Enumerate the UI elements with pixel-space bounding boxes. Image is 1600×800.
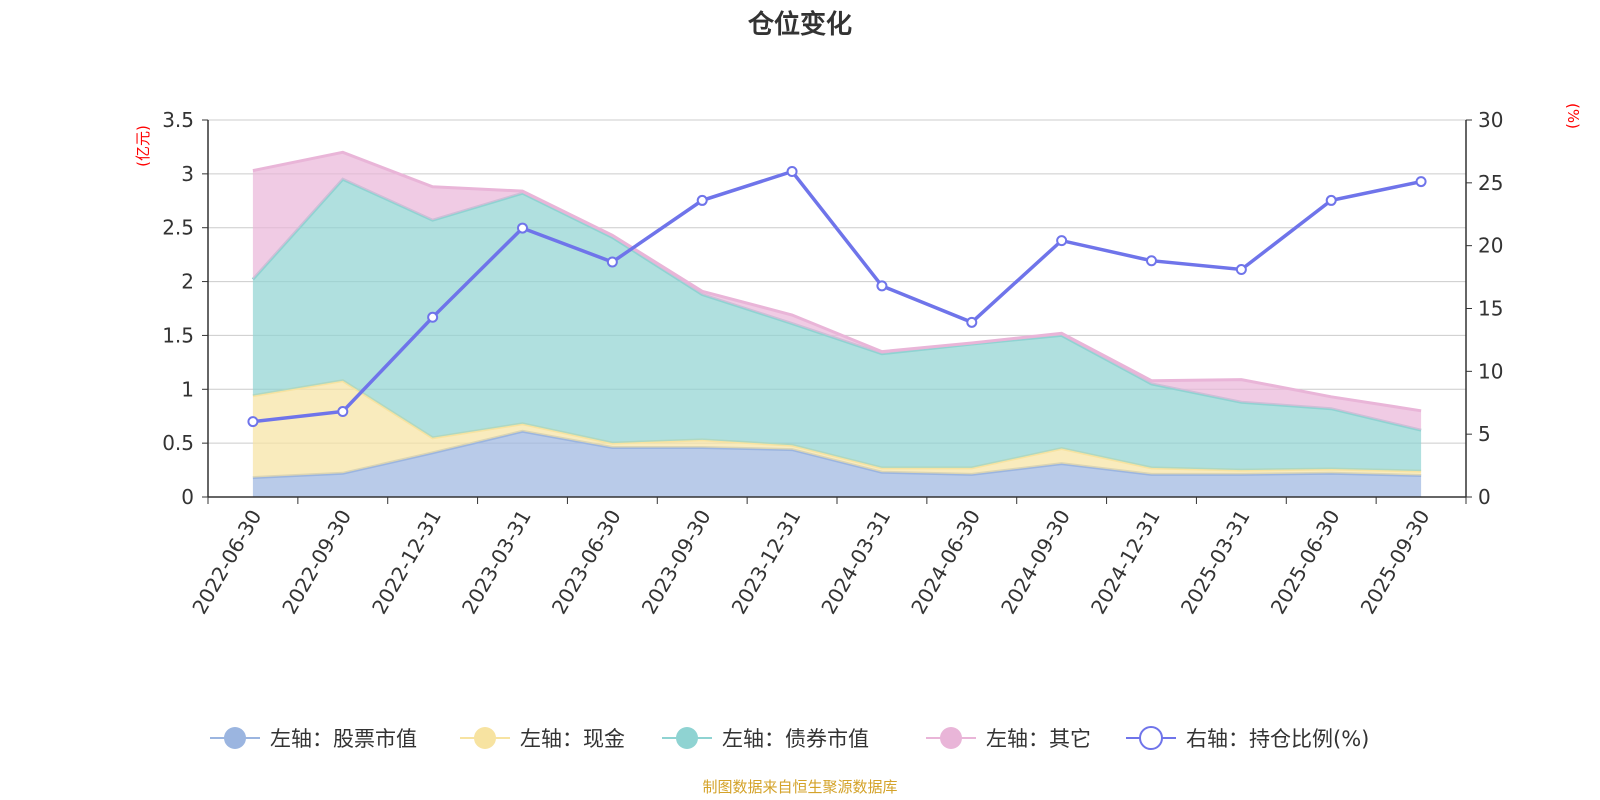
holding-ratio-line — [247, 166, 1427, 428]
right-tick-label: 5 — [1478, 422, 1491, 446]
x-tick-label: 2022-09-30 — [277, 506, 356, 619]
legend-item: 左轴：现金 — [460, 727, 625, 751]
right-tick-label: 10 — [1478, 359, 1503, 383]
right-tick-label: 15 — [1478, 297, 1503, 321]
legend-marker — [1139, 726, 1163, 750]
ratio-point — [1235, 264, 1247, 276]
legend-marker — [676, 727, 698, 749]
left-tick-label: 2.5 — [162, 216, 194, 240]
legend-marker — [940, 727, 962, 749]
ratio-point — [876, 280, 888, 292]
right-tick-label: 30 — [1478, 108, 1503, 132]
area-fill — [252, 431, 1422, 497]
x-tick-label: 2023-09-30 — [637, 506, 716, 619]
left-tick-label: 0.5 — [162, 431, 194, 455]
x-tick-label: 2023-03-31 — [457, 506, 536, 619]
ratio-point — [427, 311, 439, 323]
x-tick-label: 2024-12-31 — [1086, 506, 1165, 619]
legend-item: 右轴：持仓比例(%) — [1126, 726, 1369, 751]
ratio-line-path — [252, 169, 1422, 424]
legend-item: 左轴：债券市值 — [662, 727, 869, 751]
legend-label: 左轴：股票市值 — [270, 727, 417, 751]
right-tick-label: 25 — [1478, 171, 1503, 195]
left-tick-label: 1 — [181, 377, 194, 401]
ratio-point — [1056, 235, 1068, 247]
x-tick-label: 2022-06-30 — [187, 506, 266, 619]
x-tick-label: 2024-09-30 — [996, 506, 1075, 619]
right-tick-label: 20 — [1478, 234, 1503, 258]
ratio-point — [1146, 255, 1157, 267]
source-note: 制图数据来自恒生聚源数据库 — [702, 778, 897, 796]
x-tick-label: 2024-03-31 — [816, 506, 895, 619]
legend-label: 右轴：持仓比例(%) — [1186, 727, 1369, 751]
chart-title: 仓位变化 — [747, 9, 852, 40]
stacked-areas — [251, 150, 1422, 497]
x-tick-label: 2023-06-30 — [547, 506, 626, 619]
left-tick-label: 3 — [181, 162, 194, 186]
legend-label: 左轴：其它 — [986, 727, 1091, 751]
left-tick-label: 3.5 — [162, 108, 194, 132]
x-tick-label: 2025-03-31 — [1176, 506, 1255, 619]
legend: 左轴：股票市值 左轴：现金 左轴：债券市值 左轴：其它 右轴：持仓比例(%) — [210, 726, 1369, 751]
ratio-point — [517, 222, 528, 234]
left-tick-label: 1.5 — [162, 323, 194, 347]
area-edge-line — [252, 379, 1422, 473]
ratio-point — [1415, 176, 1427, 188]
area-edge-line — [252, 150, 1422, 413]
x-tick-label: 2025-09-30 — [1355, 506, 1434, 619]
legend-label: 左轴：债券市值 — [722, 727, 869, 751]
right-tick-label: 0 — [1478, 485, 1491, 509]
ratio-point — [1325, 194, 1337, 206]
x-tick-label: 2022-12-31 — [367, 506, 446, 619]
left-tick-label: 2 — [181, 270, 194, 294]
legend-label: 左轴：现金 — [520, 727, 625, 751]
area-fill — [252, 380, 1422, 478]
legend-item: 左轴：股票市值 — [210, 727, 417, 751]
ratio-point — [606, 256, 618, 268]
legend-item: 左轴：其它 — [926, 727, 1091, 751]
area-fill — [252, 152, 1422, 431]
ratio-point — [337, 406, 349, 418]
x-tick-label: 2024-06-30 — [906, 506, 985, 619]
legend-marker — [224, 727, 246, 749]
x-tick-label: 2023-12-31 — [726, 506, 805, 619]
ratio-point — [786, 166, 798, 178]
ratio-point — [247, 416, 259, 428]
x-tick-label: 2025-06-30 — [1266, 506, 1345, 619]
left-axis-unit: (亿元) — [134, 125, 152, 167]
legend-marker — [474, 727, 496, 749]
left-tick-label: 0 — [181, 485, 194, 509]
area-fill — [252, 179, 1422, 472]
ratio-point — [696, 194, 708, 206]
ratio-point — [966, 316, 978, 328]
right-axis-unit: (%) — [1564, 103, 1582, 129]
